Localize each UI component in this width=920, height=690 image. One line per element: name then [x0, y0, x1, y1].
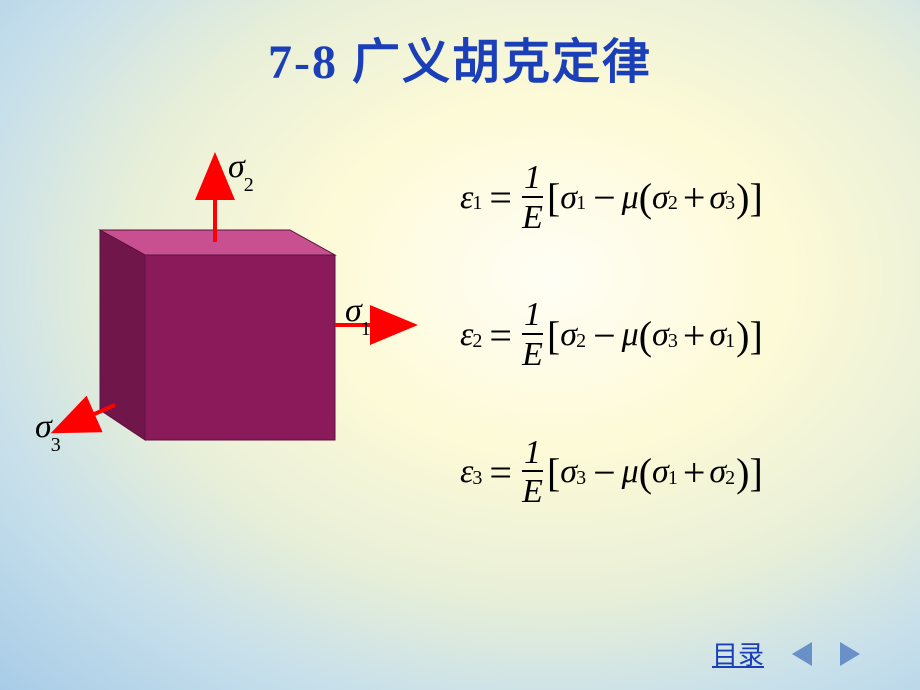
sigma2-label: σ2: [228, 148, 255, 191]
sigma3-label: σ3: [35, 408, 62, 451]
equations-block: ε1 = 1E [ σ1 − μ ( σ2 + σ3 )] ε2 = 1E [ …: [460, 160, 900, 572]
equation-3: ε3 = 1E [ σ3 − μ ( σ1 + σ2 )]: [460, 435, 900, 510]
cube-diagram: σ2 σ1 σ3: [40, 140, 420, 560]
slide-title: 7-8 广义胡克定律: [0, 22, 920, 92]
equation-2: ε2 = 1E [ σ2 − μ ( σ3 + σ1 )]: [460, 297, 900, 372]
next-arrow-icon[interactable]: [840, 642, 860, 666]
nav-bar: 目录: [712, 635, 860, 672]
sigma3-arrow: [58, 405, 115, 430]
prev-arrow-icon[interactable]: [792, 642, 812, 666]
toc-link[interactable]: 目录: [712, 635, 764, 672]
slide: 7-8 广义胡克定律 σ2 σ1 σ3: [0, 0, 920, 690]
sigma1-label: σ1: [345, 292, 372, 335]
equation-1: ε1 = 1E [ σ1 − μ ( σ2 + σ3 )]: [460, 160, 900, 235]
